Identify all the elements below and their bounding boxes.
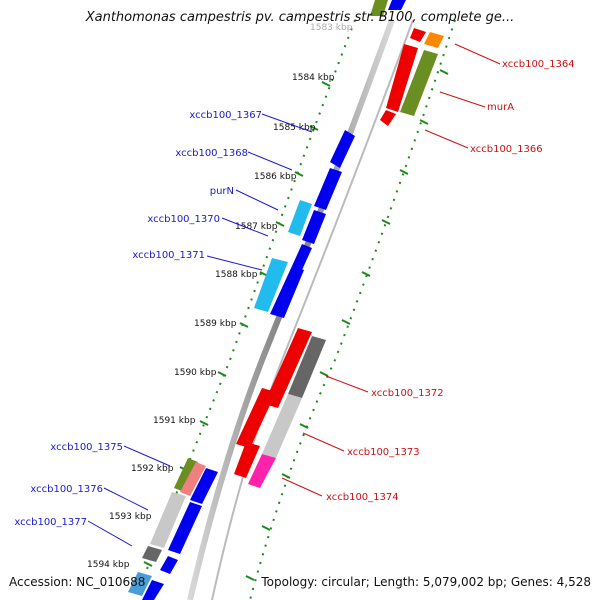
gene-blue-bottom[interactable] [142,580,164,600]
gene-fwd-small[interactable] [292,244,312,270]
map-title: Xanthomonas campestris pv. campestris st… [85,10,515,25]
chromosome-backbone-inner [211,19,414,600]
gene-lightgray-1373[interactable] [262,394,302,458]
lower-genes [128,458,218,600]
gene-xccb100-1371[interactable] [254,258,288,312]
gene-blue-1375[interactable] [190,468,218,504]
kbp-label: 1587 kbp [235,222,278,232]
gene-murA[interactable] [386,44,418,112]
gene-xccb100-1364[interactable] [410,28,426,42]
gene-xccb100-1375[interactable] [174,458,198,492]
gene-xccb100-1377[interactable] [142,546,162,562]
gene-xccb100-1373[interactable] [236,388,276,448]
gene-label-xccb100-1376: xccb100_1376 [30,484,103,495]
gene-xccb100-1368[interactable] [314,168,342,210]
gene-label-xccb100-1366: xccb100_1366 [470,144,543,155]
gene-label-xccb100-1371: xccb100_1371 [132,250,205,261]
genome-summary: Topology: circular; Length: 5,079,002 bp… [261,575,591,589]
gene-top-olive[interactable] [370,0,388,16]
right-leader-lines [281,43,501,497]
left-gene-labels: xccb100_1367 xccb100_1368 purN xccb100_1… [14,110,262,528]
kbp-label: 1590 kbp [174,368,217,378]
gene-top-blue[interactable] [388,0,406,10]
gene-label-xccb100-1377: xccb100_1377 [14,517,87,528]
gene-lightblue-bottom[interactable] [128,572,152,596]
kbp-label: 1592 kbp [131,464,174,474]
kbp-label: 1593 kbp [109,512,152,522]
forward-genes [254,130,355,318]
right-gene-labels: xccb100_1364 murA xccb100_1366 xccb100_1… [326,59,575,503]
kbp-label: 1583 kbp [310,23,353,33]
reverse-tick-marks [245,69,449,581]
gene-xccb100-1367[interactable] [330,130,355,168]
gene-xccb100-1376[interactable] [150,492,186,548]
gene-xccb100-1374[interactable] [248,454,276,488]
kbp-label: 1586 kbp [254,172,297,182]
reverse-genes [234,0,444,488]
kbp-label: 1594 kbp [87,560,130,570]
gene-label-xccb100-1373: xccb100_1373 [347,447,420,458]
gene-label-xccb100-1368: xccb100_1368 [175,148,248,159]
gene-xccb100-1366[interactable] [400,50,438,116]
left-leader-lines [87,113,313,547]
gene-red-small[interactable] [380,110,396,126]
kbp-tick-labels: 1583 kbp 1584 kbp 1585 kbp 1586 kbp 1587… [87,23,353,570]
kbp-label: 1591 kbp [153,416,196,426]
gene-fwd-long[interactable] [270,266,304,318]
gene-label-xccb100-1364: xccb100_1364 [502,59,575,70]
kbp-label: 1584 kbp [292,73,335,83]
gene-gray-1372[interactable] [288,336,326,398]
kbp-label: 1588 kbp [215,270,258,280]
gene-xccb100-1372[interactable] [264,328,312,408]
gene-red-1374[interactable] [234,442,260,478]
chromosome-backbone [187,18,395,600]
gene-orange[interactable] [424,32,444,48]
gene-label-xccb100-1374: xccb100_1374 [326,492,399,503]
accession-text: Accession: NC_010688 [9,575,146,589]
gene-blue-1376[interactable] [168,502,202,554]
gene-purN[interactable] [288,200,312,236]
gene-label-xccb100-1375: xccb100_1375 [50,442,123,453]
gene-label-purN: purN [210,186,234,197]
gene-xccb100-1370[interactable] [302,210,326,244]
gene-salmon[interactable] [180,462,206,496]
gene-label-xccb100-1367: xccb100_1367 [189,110,262,121]
gene-label-xccb100-1372: xccb100_1372 [371,388,444,399]
gene-label-murA: murA [487,102,514,113]
gene-label-xccb100-1370: xccb100_1370 [147,214,220,225]
gene-blue-1377[interactable] [160,556,178,574]
kbp-label: 1585 kbp [273,123,316,133]
kbp-label: 1589 kbp [194,319,237,329]
